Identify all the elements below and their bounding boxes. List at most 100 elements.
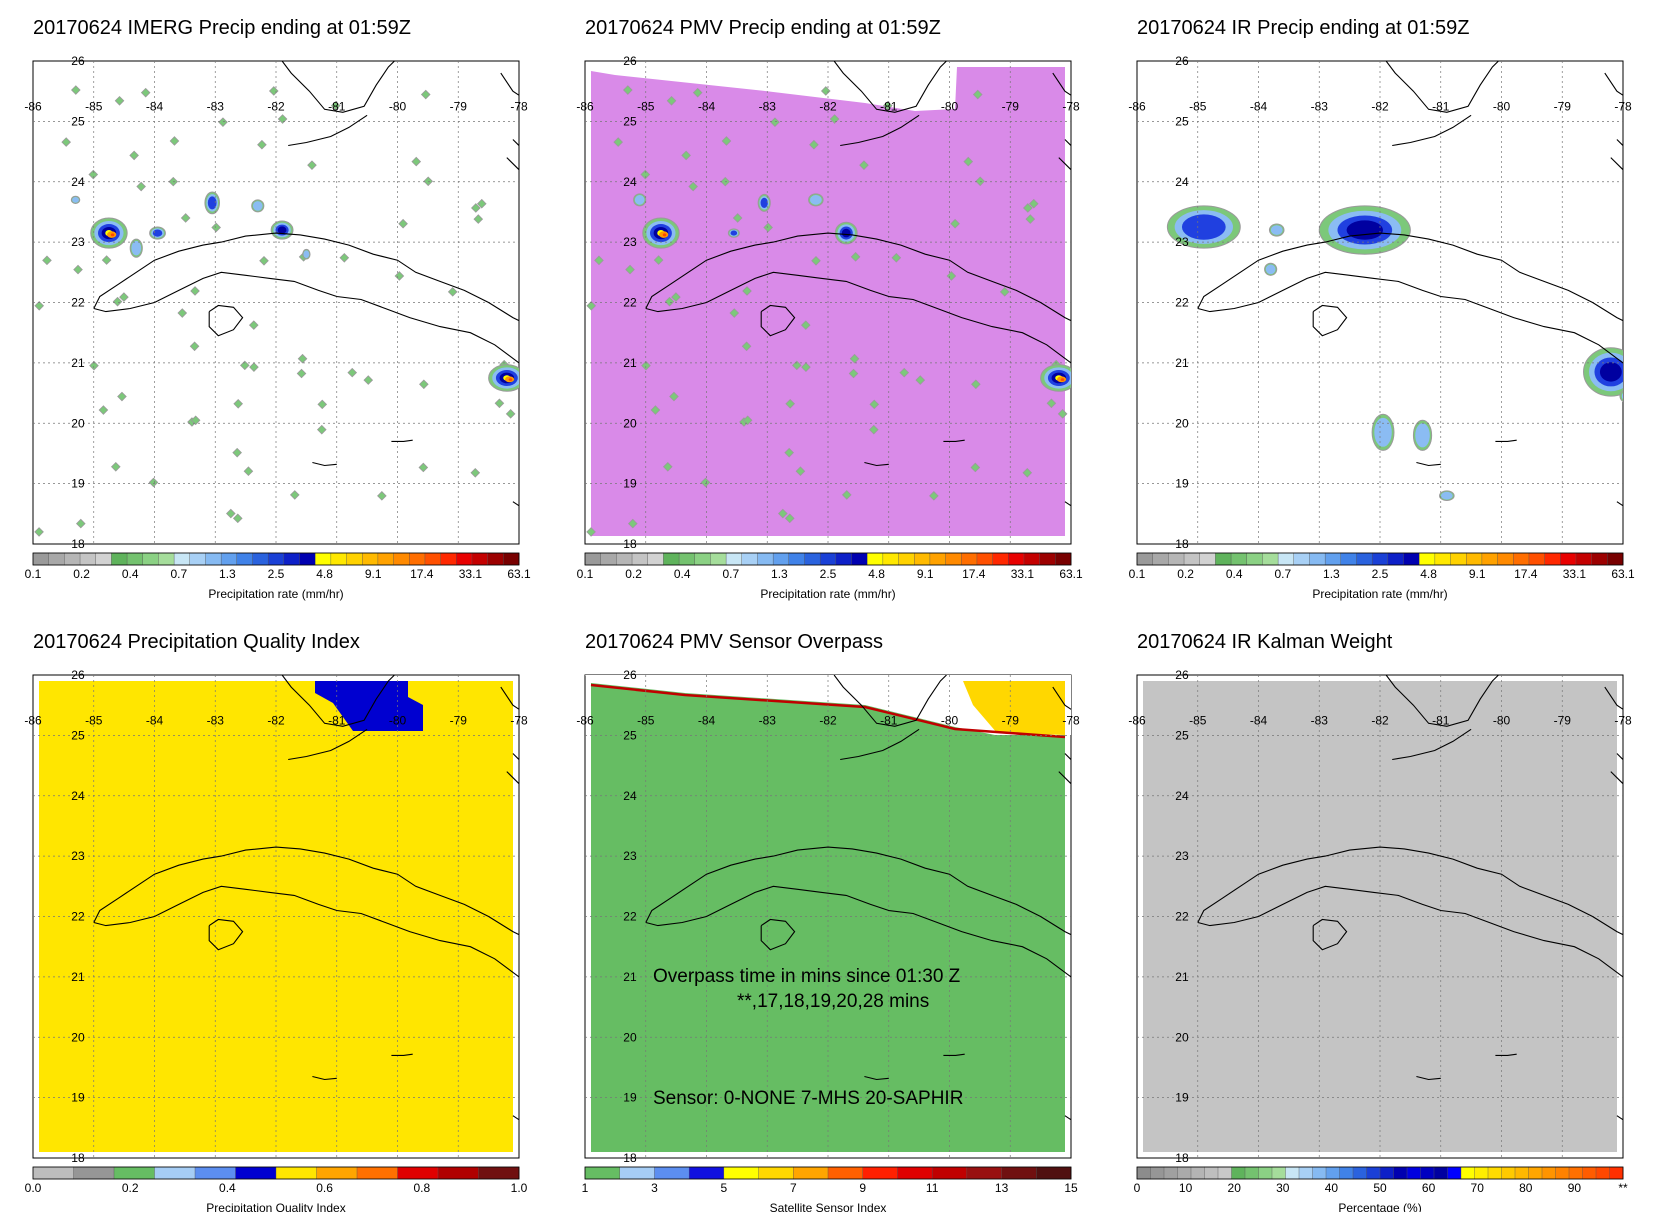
- colorbar-swatch: [1514, 1166, 1530, 1180]
- colorbar-title: Precipitation rate (mm/hr): [1312, 587, 1447, 601]
- colorbar-swatch: [1293, 552, 1310, 566]
- longitude-label: -80: [389, 99, 407, 113]
- colorbar-swatch: [584, 1166, 621, 1180]
- precip-speck: [770, 117, 780, 127]
- longitude-label: -85: [85, 99, 103, 113]
- latitude-label: 22: [1175, 296, 1189, 310]
- precip-speck: [784, 447, 794, 458]
- colorbar-swatch: [1312, 1166, 1327, 1180]
- longitude-label: -78: [1614, 99, 1632, 113]
- colorbar-swatch: [1460, 1166, 1476, 1180]
- precip-speck: [850, 252, 861, 262]
- colorbar-tick-label: 33.1: [459, 567, 483, 581]
- precip-cell: [72, 196, 79, 203]
- coastline: [1058, 771, 1071, 785]
- coastline: [833, 61, 947, 113]
- precip-speck: [849, 353, 860, 364]
- colorbar-frame: [1136, 1166, 1624, 1180]
- coastline: [645, 232, 1071, 364]
- colorbar-swatch: [757, 552, 774, 566]
- precip-speck: [363, 375, 374, 385]
- colorbar-tick-label: 90: [1568, 1181, 1582, 1195]
- colorbar: 0 10 20 30 40 50 60 70 80 90 ** Percentage (%): [1134, 1166, 1628, 1212]
- precip-heavy-core: [1060, 378, 1065, 381]
- precip-speck: [586, 527, 596, 537]
- colorbar-swatch: [1418, 552, 1436, 566]
- colorbar-tick-label: 0.6: [316, 1181, 333, 1195]
- precip-speck: [801, 362, 811, 372]
- colorbar-swatch: [235, 1166, 277, 1180]
- precip-speck: [394, 271, 405, 281]
- longitude-label: -82: [1371, 99, 1389, 113]
- colorbar-tick-label: 50: [1373, 1181, 1387, 1195]
- coastline: [506, 157, 519, 171]
- precip-speck: [117, 391, 127, 402]
- colorbar-swatch: [393, 552, 410, 566]
- precip-speck: [664, 296, 675, 307]
- precip-speck: [594, 255, 604, 266]
- colorbar-swatch: [694, 552, 711, 566]
- longitude-label: -84: [1250, 713, 1268, 727]
- colorbar-swatch: [330, 552, 348, 566]
- colorbar-swatch: [1609, 1166, 1624, 1180]
- overpass-mins-text: **,17,18,19,20,28 mins: [737, 991, 929, 1012]
- precip-speck: [641, 360, 651, 371]
- latitude-label: 20: [1175, 1030, 1189, 1044]
- precip-speck: [971, 379, 981, 390]
- colorbar-tick-label: 0.1: [577, 567, 594, 581]
- longitude-label: -79: [1002, 713, 1020, 727]
- colorbar-swatch: [1230, 552, 1248, 566]
- coastline: [1312, 918, 1348, 951]
- colorbar-tick-label: 1.3: [219, 567, 236, 581]
- panel-title-kalman: 20170624 IR Kalman Weight: [1137, 631, 1393, 653]
- map-panel: -86 -85 -84 -83 -82 -81 -80 -79 -78 26 25 24 23 22 21 2…: [576, 54, 1080, 551]
- coastline: [1312, 304, 1348, 337]
- colorbar-swatch: [851, 552, 868, 566]
- precip-speck: [972, 89, 983, 100]
- coastline: [208, 304, 244, 337]
- longitude-label: -80: [941, 99, 959, 113]
- colorbar-swatch: [1258, 1166, 1273, 1180]
- precip-speck: [418, 462, 429, 473]
- latitude-label: 25: [71, 728, 85, 742]
- precip-speck: [71, 85, 81, 95]
- colorbar-swatch: [1008, 552, 1025, 566]
- latitude-label: 24: [71, 175, 85, 189]
- precip-speck: [177, 308, 188, 318]
- colorbar-tick-label: **: [1618, 1181, 1628, 1195]
- colorbar-swatch: [48, 552, 65, 566]
- precip-speck: [868, 424, 879, 435]
- coastline: [512, 139, 519, 147]
- colorbar-swatch: [95, 552, 112, 566]
- longitude-label: -80: [1493, 713, 1511, 727]
- colorbar-swatch: [220, 552, 238, 566]
- latitude-label: 23: [1175, 849, 1189, 863]
- coastline: [1052, 72, 1071, 96]
- longitude-label: -85: [85, 713, 103, 727]
- panel-title-pmv: 20170624 PMV Precip ending at 01:59Z: [585, 17, 941, 39]
- colorbar-tick-label: 4.8: [316, 567, 333, 581]
- coastline: [506, 771, 519, 785]
- colorbar-swatch: [194, 1166, 236, 1180]
- precip-cell: [1265, 264, 1276, 275]
- precip-speck: [653, 255, 664, 265]
- latitude-label: 21: [1175, 356, 1189, 370]
- coastline: [1064, 753, 1071, 761]
- panel-title-ir: 20170624 IR Precip ending at 01:59Z: [1137, 17, 1470, 39]
- latitude-label: 21: [1175, 970, 1189, 984]
- coastline: [500, 686, 519, 710]
- colorbar-tick-label: 40: [1325, 1181, 1339, 1195]
- colorbar-swatch: [1379, 1166, 1395, 1180]
- precip-speck: [411, 156, 422, 167]
- colorbar-swatch: [1450, 552, 1467, 566]
- colorbar-tick-label: 4.8: [1420, 567, 1437, 581]
- coastline: [1604, 686, 1623, 710]
- longitude-label: -78: [1614, 713, 1632, 727]
- colorbar-swatch: [1204, 1166, 1219, 1180]
- colorbar-swatch: [1447, 1166, 1462, 1180]
- latitude-label: 23: [71, 235, 85, 249]
- colorbar-swatch: [1277, 552, 1295, 566]
- quality-low-region: [315, 681, 423, 731]
- precip-speck: [98, 405, 109, 415]
